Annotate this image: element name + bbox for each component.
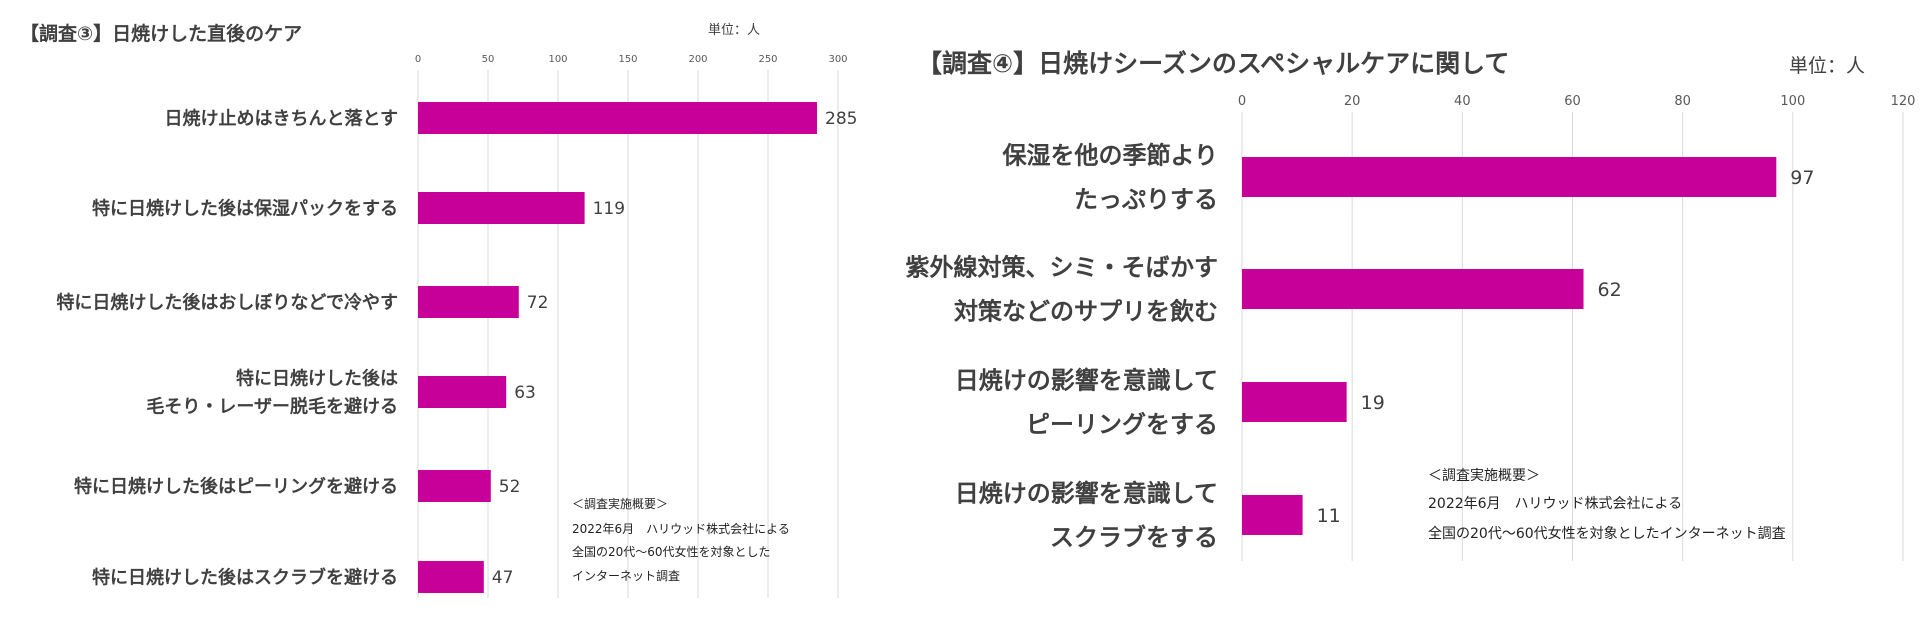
chart4-category-label: 対策などのサプリを飲む xyxy=(954,298,1218,326)
chart3-tick-label: 250 xyxy=(758,54,777,65)
chart4-category-label: 紫外線対策、シミ・そばかす xyxy=(906,254,1218,282)
chart4-survey-note: 2022年6月 ハリウッド株式会社による xyxy=(1428,496,1682,512)
chart4-category-label: スクラブをする xyxy=(1050,524,1218,552)
chart4-bar xyxy=(1242,269,1584,309)
chart3-tick-label: 150 xyxy=(618,54,637,65)
chart3-value-label: 52 xyxy=(499,477,521,497)
chart3-tick-label: 200 xyxy=(688,54,707,65)
chart3-value-label: 285 xyxy=(825,109,857,129)
chart3-unit-label: 単位：人 xyxy=(708,22,760,38)
chart3-survey-note: 2022年6月 ハリウッド株式会社による xyxy=(572,521,790,536)
chart3-bar xyxy=(418,286,519,318)
chart4-value-label: 97 xyxy=(1790,167,1814,189)
chart3-survey-note: ＜調査実施概要＞ xyxy=(572,496,668,511)
chart3-tick-label: 300 xyxy=(828,54,847,65)
chart4-category-label: ピーリングをする xyxy=(1026,411,1218,439)
chart4-category-label: 日焼けの影響を意識して xyxy=(955,480,1218,508)
chart3-category-label: 特に日焼けした後はスクラブを避ける xyxy=(92,566,398,588)
chart3-category-label: 特に日焼けした後は保湿パックをする xyxy=(92,197,398,219)
chart3-tick-label: 100 xyxy=(548,54,567,65)
chart3-tick-label: 0 xyxy=(415,54,421,65)
chart4-bar xyxy=(1242,382,1347,422)
chart4-category-label: 保湿を他の季節より xyxy=(1001,142,1218,170)
chart3-bar xyxy=(418,376,507,408)
chart4-survey-note: 全国の20代〜60代女性を対象としたインターネット調査 xyxy=(1428,525,1786,542)
chart3-category-label: 特に日焼けした後はおしぼりなどで冷やす xyxy=(56,291,398,313)
chart4-survey-note: ＜調査実施概要＞ xyxy=(1428,468,1540,484)
chart3-bar xyxy=(418,561,484,593)
chart3-bar xyxy=(418,102,817,134)
chart3-bar xyxy=(418,470,491,502)
chart4-bar xyxy=(1242,495,1303,535)
chart3-value-label: 72 xyxy=(527,293,549,313)
chart3-category-label: 特に日焼けした後はピーリングを避ける xyxy=(74,475,398,497)
chart4-tick-label: 120 xyxy=(1891,94,1916,109)
chart4-category-label: 日焼けの影響を意識して xyxy=(955,367,1218,395)
chart3-survey-note: インターネット調査 xyxy=(572,569,680,583)
chart3-category-label: 日焼け止めはきちんと落とす xyxy=(165,107,398,129)
chart4-value-label: 62 xyxy=(1598,279,1622,301)
chart3-category-label: 特に日焼けした後は xyxy=(236,367,398,389)
chart3-value-label: 63 xyxy=(514,383,536,403)
chart3-title: 【調査③】日焼けした直後のケア xyxy=(20,22,302,45)
chart4-bar xyxy=(1242,157,1777,197)
chart3-value-label: 47 xyxy=(492,568,514,588)
chart4-tick-label: 80 xyxy=(1674,94,1691,109)
chart4-category-label: たっぷりする xyxy=(1074,186,1218,214)
chart4-title: 【調査④】日焼けシーズンのスペシャルケアに関して xyxy=(917,49,1509,78)
chart4-tick-label: 100 xyxy=(1780,94,1805,109)
chart4-value-label: 11 xyxy=(1317,505,1341,527)
chart4-tick-label: 40 xyxy=(1454,94,1471,109)
chart4-unit-label: 単位：人 xyxy=(1789,55,1865,77)
chart4-tick-label: 20 xyxy=(1344,94,1361,109)
chart4-value-label: 19 xyxy=(1361,392,1385,414)
chart3-category-label: 毛そり・レーザー脱毛を避ける xyxy=(146,395,398,417)
chart4-tick-label: 60 xyxy=(1564,94,1581,109)
chart3-value-label: 119 xyxy=(593,199,625,219)
chart3-tick-label: 50 xyxy=(482,54,495,65)
chart4-tick-label: 0 xyxy=(1238,94,1246,109)
chart3-bar xyxy=(418,192,585,224)
chart3-survey-note: 全国の20代〜60代女性を対象とした xyxy=(572,544,771,559)
